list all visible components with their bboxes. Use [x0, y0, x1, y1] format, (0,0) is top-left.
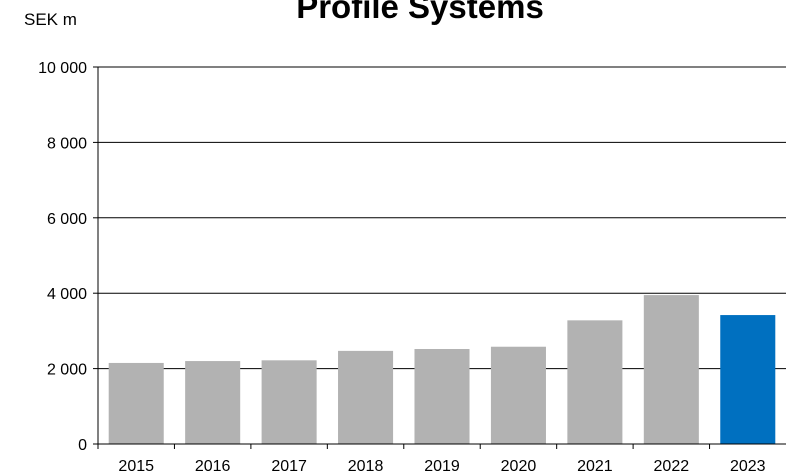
x-tick-label: 2021	[577, 458, 613, 475]
bar-2021	[567, 320, 623, 444]
bar-2017	[261, 360, 317, 444]
x-tick-label: 2015	[118, 458, 154, 475]
x-tick-label: 2016	[195, 458, 231, 475]
y-tick-labels: 0 2 000 4 000 6 000 8 000 10 000	[38, 60, 87, 454]
y-tick-label: 6 000	[47, 211, 87, 228]
x-tick-label: 2017	[271, 458, 307, 475]
bars	[108, 295, 776, 444]
x-tick-label: 2020	[501, 458, 537, 475]
bar-2016	[185, 361, 241, 444]
bar-2015	[108, 362, 164, 444]
x-tick-label: 2023	[730, 458, 766, 475]
y-tick-label: 2 000	[47, 362, 87, 379]
y-tick-label: 10 000	[38, 60, 87, 77]
y-tick-label: 0	[78, 437, 87, 454]
bar-2022	[643, 295, 699, 444]
y-tick-label: 4 000	[47, 286, 87, 303]
x-tick-labels: 2015 2016 2017 2018 2019 2020 2021 2022 2023	[118, 458, 765, 475]
y-axis-unit-label: SEK m	[24, 10, 77, 29]
y-tick-label: 8 000	[47, 135, 87, 152]
bar-2018	[338, 350, 394, 444]
axes	[93, 66, 786, 449]
bar-2020	[490, 346, 546, 444]
bar-2019	[414, 348, 470, 444]
x-tick-label: 2018	[348, 458, 384, 475]
x-tick-label: 2019	[424, 458, 460, 475]
x-tick-label: 2022	[654, 458, 690, 475]
chart-title: Profile Systems	[296, 0, 544, 25]
bar-2023	[720, 315, 776, 444]
